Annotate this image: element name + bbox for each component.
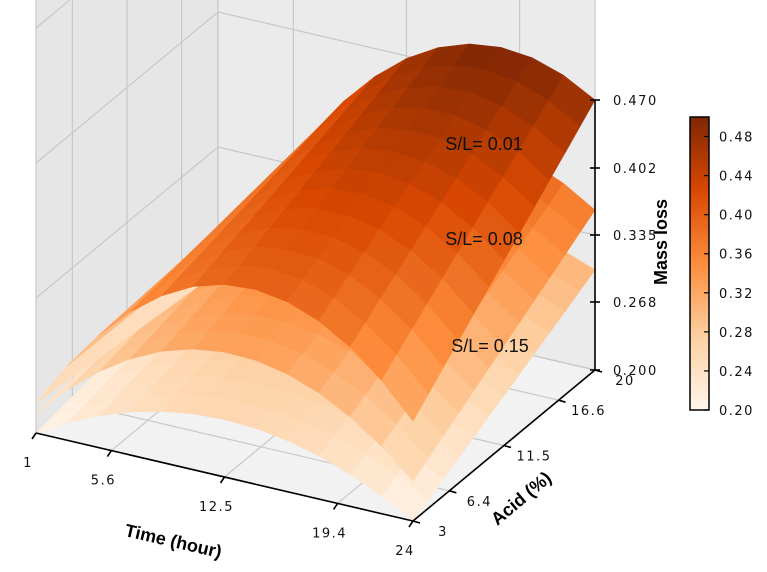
x-tick bbox=[107, 451, 111, 457]
x-tick bbox=[334, 503, 338, 509]
z-tick-label: 0.402 bbox=[613, 162, 658, 177]
x-tick-label: 19.4 bbox=[312, 526, 347, 541]
y-tick-label: 6.4 bbox=[467, 495, 492, 510]
x-tick bbox=[409, 521, 413, 527]
colorbar-tick-label: 0.40 bbox=[719, 209, 754, 224]
z-tick-label: 0.268 bbox=[613, 296, 658, 311]
colorbar-tick-label: 0.36 bbox=[719, 248, 754, 263]
x-tick bbox=[221, 477, 225, 483]
z-tick-label: 0.470 bbox=[613, 94, 658, 109]
x-axis-title: Time (hour) bbox=[123, 520, 224, 562]
y-tick-label: 16.6 bbox=[571, 404, 606, 419]
colorbar-rect bbox=[690, 117, 709, 410]
y-tick bbox=[559, 400, 566, 402]
colorbar-tick-label: 0.32 bbox=[719, 287, 754, 302]
colorbar-tick-label: 0.24 bbox=[719, 365, 754, 380]
z-axis-title: Mass loss bbox=[651, 199, 671, 285]
colorbar-tick-label: 0.28 bbox=[719, 326, 754, 341]
colorbar-tick-label: 0.48 bbox=[719, 131, 754, 146]
colorbar: 0.20 0.24 0.28 0.32 0.36 0.40 0.44 0.48 bbox=[690, 117, 754, 419]
y-tick bbox=[413, 521, 420, 523]
surface-label: S/L= 0.15 bbox=[451, 336, 529, 356]
x-tick-label: 1 bbox=[23, 456, 33, 471]
colorbar-tick-label: 0.44 bbox=[719, 170, 754, 185]
y-tick bbox=[504, 446, 511, 448]
y-tick-label: 3 bbox=[438, 525, 448, 540]
y-axis-title: Acid (%) bbox=[487, 468, 555, 530]
surface-label: S/L= 0.08 bbox=[445, 229, 523, 249]
x-tick-label: 5.6 bbox=[91, 474, 116, 489]
z-tick-label: 0.200 bbox=[613, 364, 658, 379]
colorbar-tick-label: 0.20 bbox=[719, 404, 754, 419]
surface-label: S/L= 0.01 bbox=[445, 134, 523, 154]
x-tick-label: 12.5 bbox=[199, 500, 234, 515]
y-tick-label: 11.5 bbox=[517, 450, 552, 465]
x-tick bbox=[32, 433, 36, 439]
x-tick-label: 24 bbox=[395, 544, 415, 559]
y-tick bbox=[449, 491, 456, 493]
